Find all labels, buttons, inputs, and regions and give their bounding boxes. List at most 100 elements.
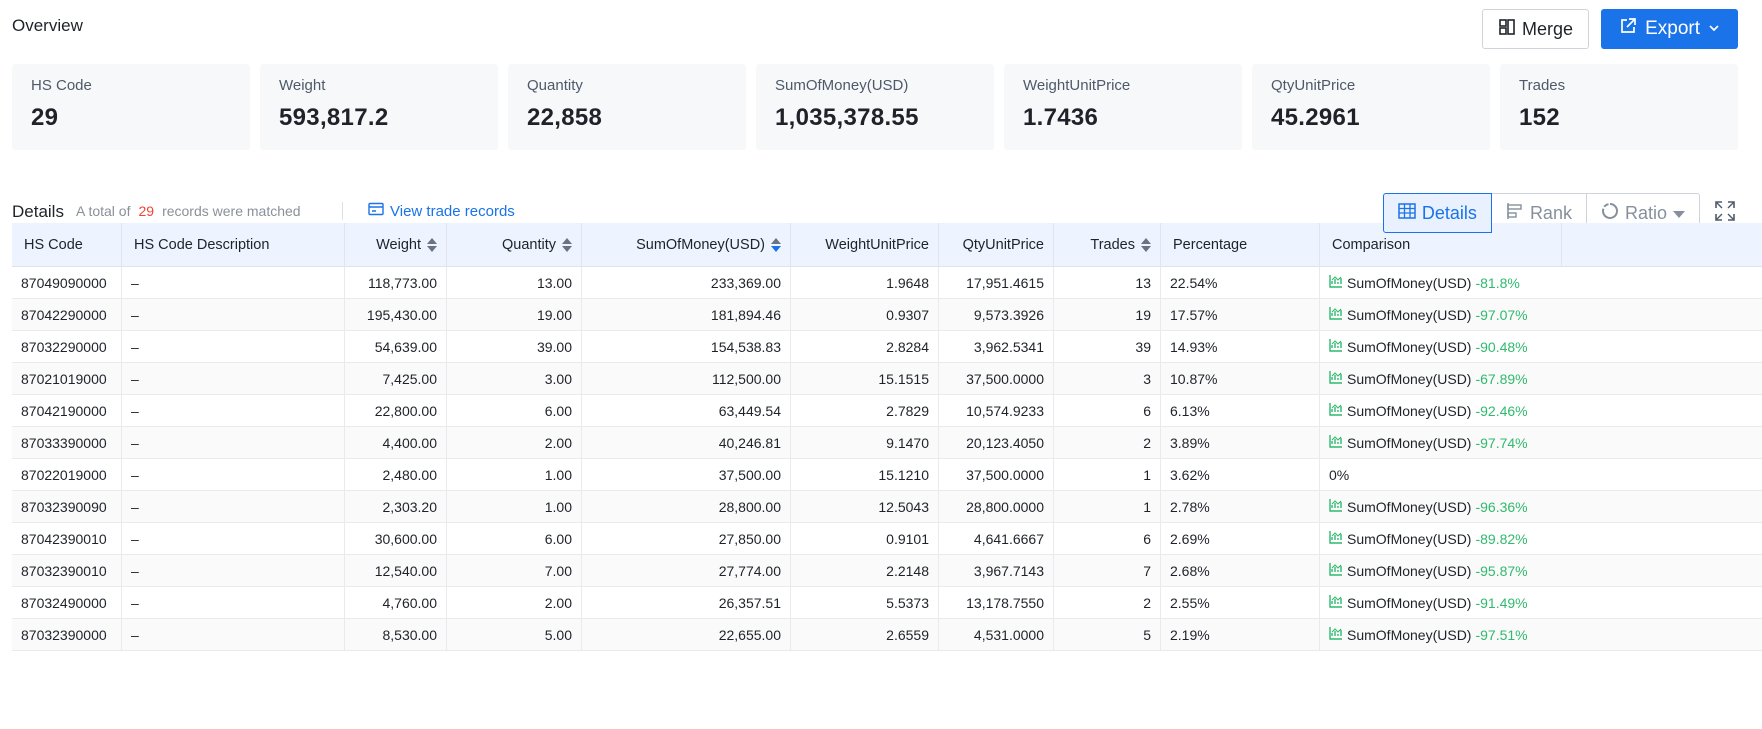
table-body: 87049090000–118,773.00 13.00 233,369.00 1.9… [12, 267, 1762, 651]
fullscreen-icon[interactable] [1714, 200, 1736, 222]
description-cell: – [122, 587, 345, 618]
comparison-value: 0% [1329, 467, 1349, 483]
trades-cell: 39 [1054, 331, 1161, 362]
weight-unit-price-cell: 2.6559 [791, 619, 939, 650]
percentage-cell: 3.89% [1161, 427, 1320, 458]
sum-of-money-cell: 63,449.54 [582, 395, 791, 426]
comparison-metric: SumOfMoney(USD) [1347, 626, 1472, 643]
comparison-cell: SumOfMoney(USD) -92.46% [1320, 395, 1562, 426]
stat-value: 152 [1519, 104, 1560, 131]
comparison-value: SumOfMoney(USD) -92.46% [1329, 402, 1528, 419]
column-header-label: SumOfMoney(USD) [636, 236, 765, 253]
comparison-change: -67.89% [1475, 370, 1528, 387]
table-row[interactable]: 87033390000–4,400.00 2.00 40,246.81 9.1470 2… [12, 427, 1762, 459]
percentage-cell: 3.62% [1161, 459, 1320, 490]
comparison-cell: SumOfMoney(USD) -67.89% [1320, 363, 1562, 394]
trades-cell: 5 [1054, 619, 1161, 650]
comparison-change: -95.87% [1475, 562, 1528, 579]
sum-of-money-cell: 37,500.00 [582, 459, 791, 490]
sort-icon[interactable] [1141, 237, 1151, 252]
weight-unit-price-cell: 2.8284 [791, 331, 939, 362]
stat-value: 1,035,378.55 [775, 104, 919, 131]
qty-unit-price-cell: 4,641.6667 [939, 523, 1054, 554]
comparison-value: SumOfMoney(USD) -97.51% [1329, 626, 1528, 643]
chevron-down-icon [1708, 18, 1720, 40]
comparison-value: SumOfMoney(USD) -95.87% [1329, 562, 1528, 579]
table-row[interactable]: 87021019000–7,425.00 3.00 112,500.00 15.151… [12, 363, 1762, 395]
table-row[interactable]: 87032490000–4,760.00 2.00 26,357.51 5.5373 1… [12, 587, 1762, 619]
merge-button[interactable]: Merge [1482, 9, 1590, 49]
stat-value: 593,817.2 [279, 104, 389, 131]
trend-chart-icon [1329, 370, 1343, 387]
table-row[interactable]: 87032390090–2,303.20 1.00 28,800.00 12.5043… [12, 491, 1762, 523]
table-row[interactable]: 87032290000–54,639.00 39.00 154,538.83 2.82… [12, 331, 1762, 363]
table-row[interactable]: 87042290000–195,430.00 19.00 181,894.46 0.9… [12, 299, 1762, 331]
details-title: Details [12, 202, 64, 221]
quantity-cell: 6.00 [447, 395, 582, 426]
stat-label: Weight [279, 77, 326, 94]
comparison-value: SumOfMoney(USD) -90.48% [1329, 338, 1528, 355]
comparison-value: SumOfMoney(USD) -67.89% [1329, 370, 1528, 387]
qty-unit-price-cell: 17,951.4615 [939, 267, 1054, 298]
records-prefix: A total of [76, 203, 131, 219]
tab-details[interactable]: Details [1382, 193, 1492, 233]
description-cell: – [122, 299, 345, 330]
percentage-cell: 17.57% [1161, 299, 1320, 330]
table-row[interactable]: 87032390010–12,540.00 7.00 27,774.00 2.2148… [12, 555, 1762, 587]
table-row[interactable]: 87042190000–22,800.00 6.00 63,449.54 2.7829… [12, 395, 1762, 427]
column-header-sum-of-money[interactable]: SumOfMoney(USD) [582, 223, 791, 266]
percentage-cell: 2.69% [1161, 523, 1320, 554]
weight-unit-price-cell: 0.9101 [791, 523, 939, 554]
table-row[interactable]: 87022019000–2,480.00 1.00 37,500.00 15.1210… [12, 459, 1762, 491]
column-header-trades[interactable]: Trades [1054, 223, 1161, 266]
qty-unit-price-cell: 4,531.0000 [939, 619, 1054, 650]
table-row[interactable]: 87042390010–30,600.00 6.00 27,850.00 0.9101… [12, 523, 1762, 555]
comparison-cell: SumOfMoney(USD) -81.8% [1320, 267, 1562, 298]
tab-ratio-label: Ratio [1624, 202, 1667, 223]
qty-unit-price-cell: 3,962.5341 [939, 331, 1054, 362]
column-header-quantity[interactable]: Quantity [447, 223, 582, 266]
quantity-cell: 6.00 [447, 523, 582, 554]
merge-label: Merge [1522, 18, 1574, 39]
hs-code-cell: 87032390090 [12, 491, 122, 522]
stat-label: WeightUnitPrice [1023, 77, 1131, 94]
sort-icon[interactable] [562, 237, 572, 252]
stat-label: SumOfMoney(USD) [775, 77, 909, 94]
stat-card-weight-unit-price: WeightUnitPrice 1.7436 [1004, 64, 1242, 150]
hs-code-cell: 87021019000 [12, 363, 122, 394]
comparison-metric: SumOfMoney(USD) [1347, 370, 1472, 387]
sort-icon[interactable] [427, 237, 437, 252]
trend-chart-icon [1329, 338, 1343, 355]
weight-cell: 22,800.00 [345, 395, 447, 426]
comparison-metric: SumOfMoney(USD) [1347, 338, 1472, 355]
qty-unit-price-cell: 3,967.7143 [939, 555, 1054, 586]
column-header-weight[interactable]: Weight [345, 223, 447, 266]
description-cell: – [122, 491, 345, 522]
qty-unit-price-cell: 13,178.7550 [939, 587, 1054, 618]
stat-card-sum-of-money: SumOfMoney(USD) 1,035,378.55 [756, 64, 994, 150]
quantity-cell: 19.00 [447, 299, 582, 330]
description-cell: – [122, 523, 345, 554]
tab-rank-label: Rank [1529, 202, 1572, 223]
description-cell: – [122, 427, 345, 458]
description-cell: – [122, 395, 345, 426]
sort-descending-icon[interactable] [771, 237, 781, 252]
percentage-cell: 2.55% [1161, 587, 1320, 618]
comparison-metric: SumOfMoney(USD) [1347, 402, 1472, 419]
export-button[interactable]: Export [1601, 9, 1738, 49]
weight-cell: 12,540.00 [345, 555, 447, 586]
view-trade-records-link[interactable]: View trade records [368, 202, 515, 220]
description-cell: – [122, 619, 345, 650]
sum-of-money-cell: 181,894.46 [582, 299, 791, 330]
card-icon [368, 202, 384, 220]
quantity-cell: 1.00 [447, 459, 582, 490]
comparison-change: 0% [1329, 466, 1350, 483]
weight-unit-price-cell: 1.9648 [791, 267, 939, 298]
hs-code-cell: 87042290000 [12, 299, 122, 330]
table-row[interactable]: 87032390000–8,530.00 5.00 22,655.00 2.6559 4… [12, 619, 1762, 651]
table-row[interactable]: 87049090000–118,773.00 13.00 233,369.00 1.9… [12, 267, 1762, 299]
column-header-label: Comparison [1332, 236, 1411, 253]
trades-cell: 19 [1054, 299, 1161, 330]
hs-code-cell: 87032390000 [12, 619, 122, 650]
